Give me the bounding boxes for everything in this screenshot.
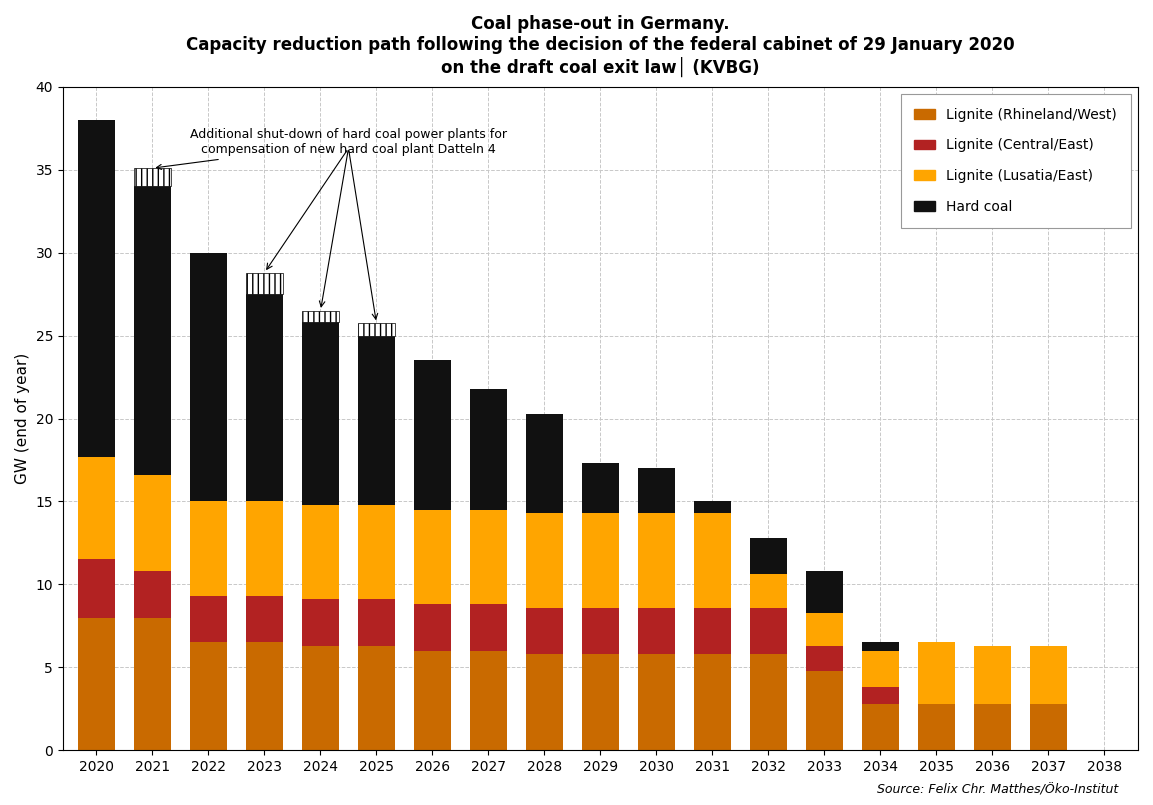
Legend: Lignite (Rhineland/West), Lignite (Central/East), Lignite (Lusatia/East), Hard c: Lignite (Rhineland/West), Lignite (Centr… (900, 94, 1131, 228)
Bar (247, 642, 282, 750)
Bar (134, 571, 171, 617)
Bar (190, 502, 227, 596)
Bar (582, 464, 619, 513)
Bar (862, 650, 898, 687)
Bar (247, 596, 282, 642)
Bar (751, 538, 786, 575)
Text: Additional shut-down of hard coal power plants for
compensation of new hard coal: Additional shut-down of hard coal power … (157, 128, 507, 169)
Bar (526, 414, 563, 513)
Bar (806, 646, 843, 671)
Bar (302, 311, 339, 322)
Bar (78, 617, 114, 750)
Bar (134, 475, 171, 571)
Bar (526, 654, 563, 750)
Bar (918, 642, 955, 704)
Bar (134, 617, 171, 750)
Text: Source: Felix Chr. Matthes/Öko-Institut: Source: Felix Chr. Matthes/Öko-Institut (877, 784, 1118, 797)
Bar (134, 168, 171, 187)
Bar (862, 704, 898, 750)
Bar (974, 704, 1011, 750)
Bar (414, 650, 451, 750)
Bar (359, 599, 394, 646)
Bar (359, 505, 394, 599)
Bar (862, 687, 898, 704)
Bar (247, 502, 282, 596)
Bar (974, 646, 1011, 704)
Bar (806, 613, 843, 646)
Bar (470, 510, 506, 605)
Bar (862, 642, 898, 650)
Bar (751, 654, 786, 750)
Y-axis label: GW (end of year): GW (end of year) (15, 353, 30, 484)
Bar (302, 322, 339, 505)
Bar (78, 120, 114, 456)
Bar (247, 273, 282, 294)
Bar (806, 671, 843, 750)
Bar (751, 608, 786, 654)
Title: Coal phase-out in Germany.
Capacity reduction path following the decision of the: Coal phase-out in Germany. Capacity redu… (186, 15, 1015, 77)
Bar (78, 456, 114, 559)
Bar (302, 646, 339, 750)
Bar (414, 361, 451, 510)
Bar (414, 510, 451, 605)
Bar (918, 704, 955, 750)
Bar (694, 608, 731, 654)
Bar (806, 571, 843, 613)
Bar (247, 294, 282, 502)
Bar (470, 605, 506, 650)
Bar (639, 469, 675, 513)
Bar (470, 389, 506, 510)
Bar (694, 654, 731, 750)
Bar (302, 599, 339, 646)
Bar (359, 336, 394, 505)
Bar (751, 575, 786, 608)
Bar (639, 513, 675, 608)
Bar (470, 650, 506, 750)
Bar (190, 642, 227, 750)
Bar (78, 559, 114, 617)
Bar (639, 654, 675, 750)
Bar (639, 608, 675, 654)
Bar (1031, 704, 1067, 750)
Bar (1031, 646, 1067, 704)
Bar (582, 608, 619, 654)
Bar (526, 513, 563, 608)
Bar (582, 513, 619, 608)
Bar (526, 608, 563, 654)
Bar (190, 596, 227, 642)
Bar (359, 646, 394, 750)
Bar (582, 654, 619, 750)
Bar (134, 187, 171, 475)
Bar (359, 323, 394, 336)
Bar (302, 505, 339, 599)
Bar (694, 513, 731, 608)
Bar (414, 605, 451, 650)
Bar (190, 253, 227, 502)
Bar (694, 502, 731, 513)
